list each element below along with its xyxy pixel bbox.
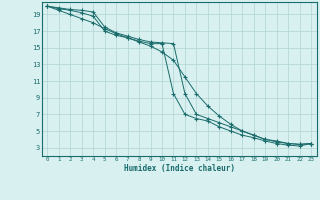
X-axis label: Humidex (Indice chaleur): Humidex (Indice chaleur) bbox=[124, 164, 235, 173]
